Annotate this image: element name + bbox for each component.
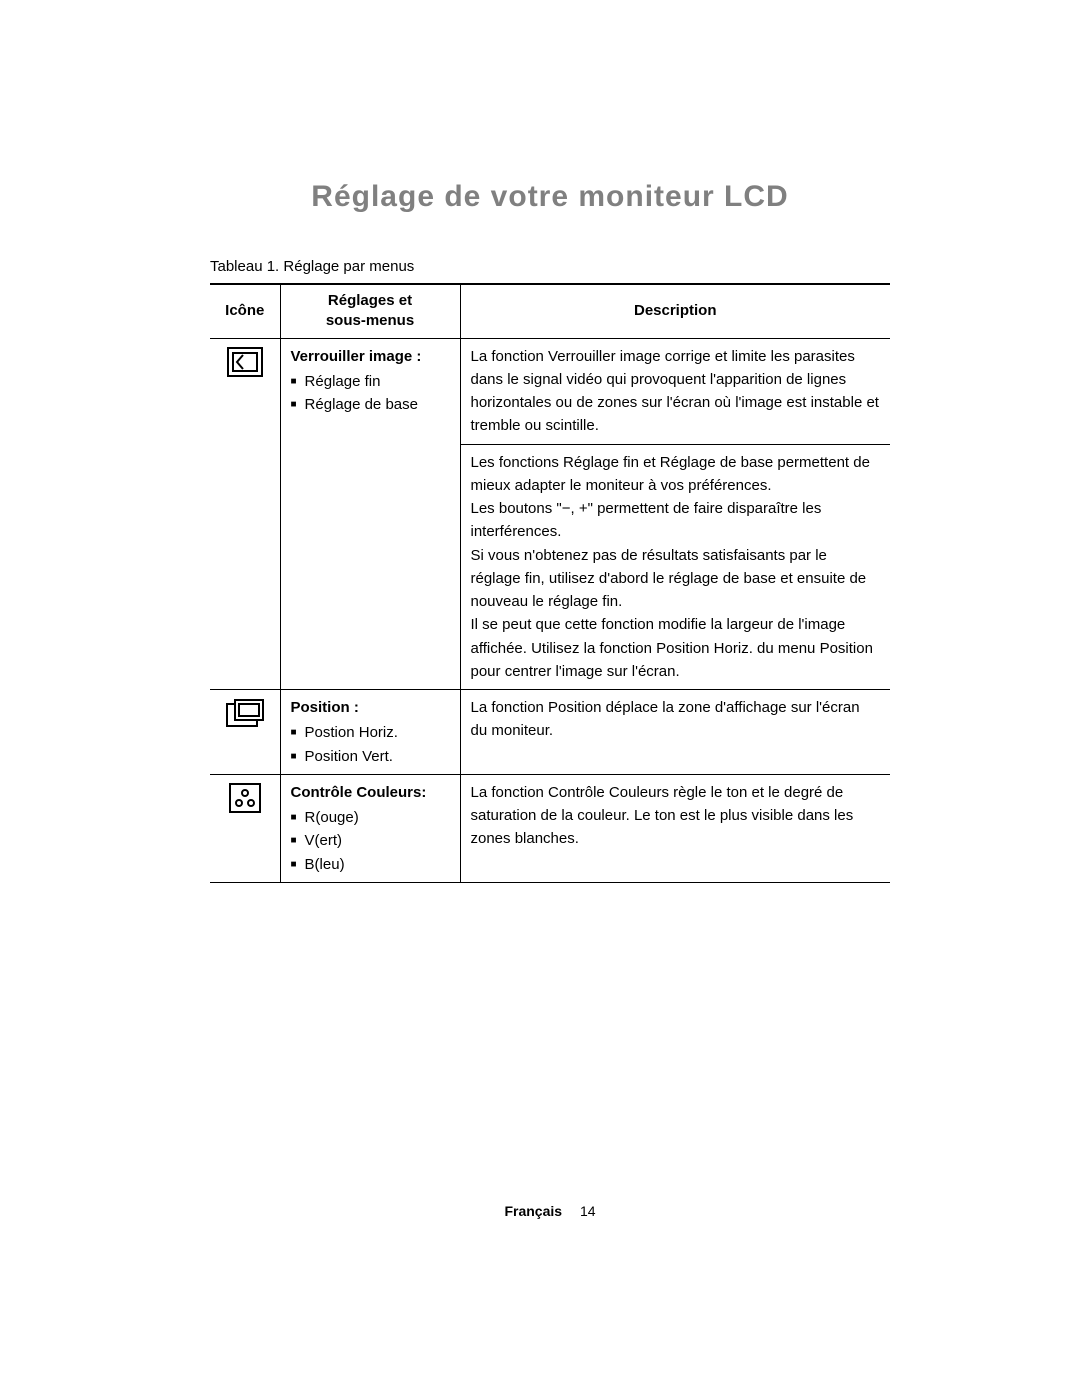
lock-image-icon bbox=[210, 338, 280, 690]
color-control-settings: Contrôle Couleurs: R(ouge) V(ert) B(leu) bbox=[280, 774, 460, 882]
lock-image-settings: Verrouiller image : Réglage fin Réglage … bbox=[280, 338, 460, 690]
list-item: Postion Horiz. bbox=[291, 721, 450, 744]
list-item: Position Vert. bbox=[291, 745, 450, 768]
list-item: R(ouge) bbox=[291, 806, 450, 829]
list-item: Réglage de base bbox=[291, 393, 450, 416]
header-description: Description bbox=[460, 284, 890, 338]
page-footer: Français 14 bbox=[210, 1203, 890, 1219]
table-row: Contrôle Couleurs: R(ouge) V(ert) B(leu)… bbox=[210, 774, 890, 882]
list-item: B(leu) bbox=[291, 853, 450, 876]
position-desc: La fonction Position déplace la zone d'a… bbox=[460, 690, 890, 775]
table-caption: Tableau 1. Réglage par menus bbox=[210, 258, 890, 275]
list-item: Réglage fin bbox=[291, 370, 450, 393]
table-row: Position : Postion Horiz. Position Vert.… bbox=[210, 690, 890, 775]
footer-language: Français bbox=[504, 1203, 562, 1219]
lock-image-desc-1: La fonction Verrouiller image corrige et… bbox=[460, 338, 890, 444]
position-icon bbox=[210, 690, 280, 775]
header-icon: Icône bbox=[210, 284, 280, 338]
footer-page-number: 14 bbox=[580, 1203, 596, 1219]
lock-image-desc-2: Les fonctions Réglage fin et Réglage de … bbox=[460, 444, 890, 690]
settings-table: Icône Réglages et sous-menus Description… bbox=[210, 283, 890, 883]
color-control-icon bbox=[210, 774, 280, 882]
table-header-row: Icône Réglages et sous-menus Description bbox=[210, 284, 890, 338]
color-control-desc: La fonction Contrôle Couleurs règle le t… bbox=[460, 774, 890, 882]
page-title: Réglage de votre moniteur LCD bbox=[210, 180, 890, 214]
table-row: Verrouiller image : Réglage fin Réglage … bbox=[210, 338, 890, 444]
header-settings: Réglages et sous-menus bbox=[280, 284, 460, 338]
position-settings: Position : Postion Horiz. Position Vert. bbox=[280, 690, 460, 775]
list-item: V(ert) bbox=[291, 829, 450, 852]
